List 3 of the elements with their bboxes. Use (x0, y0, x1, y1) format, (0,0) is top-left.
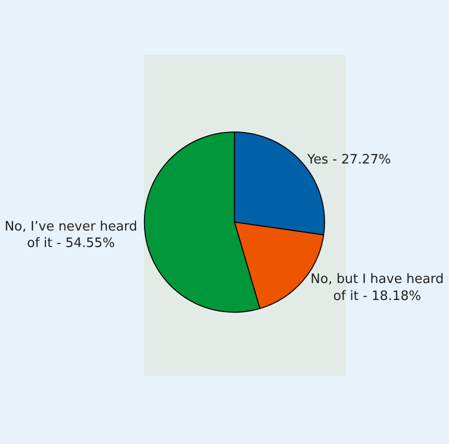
slice-label: No, I’ve never heard of it - 54.55% (4, 219, 138, 252)
slice-label: Yes - 27.27% (306, 152, 391, 168)
slice-label: No, but I have heard of it - 18.18% (310, 272, 444, 304)
